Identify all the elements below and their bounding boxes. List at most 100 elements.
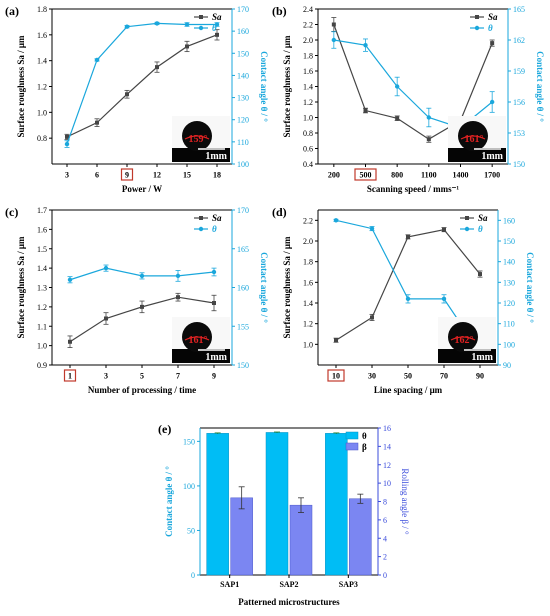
contact-angle-value: 161° — [465, 134, 484, 145]
data-point — [125, 92, 129, 97]
y2-tick-label: 2 — [383, 553, 387, 562]
x-tick-label: 1 — [68, 372, 72, 381]
data-point — [426, 115, 432, 120]
legend-label-beta: β — [362, 442, 367, 452]
panel-label: (e) — [158, 422, 171, 436]
legend-label-theta: θ — [362, 431, 367, 441]
bar-rolling-angle — [230, 497, 253, 576]
y-tick-label: 1.4 — [303, 83, 313, 92]
y-tick-label: 1.6 — [303, 278, 313, 287]
x-tick-label: 15 — [183, 171, 191, 180]
legend-swatch-beta — [345, 442, 359, 451]
contact-angle-arc — [450, 336, 476, 341]
contact-angle-value: 159° — [189, 134, 208, 145]
panel-label: (b) — [272, 4, 287, 18]
legend-label-theta: θ — [488, 23, 493, 33]
x-tick-label: 30 — [368, 372, 376, 381]
x-axis-label: Line spacing / μm — [374, 385, 443, 395]
data-point — [331, 37, 337, 43]
data-point — [104, 316, 108, 321]
x-tick-label: 6 — [95, 171, 99, 180]
bar-group: SAP3 — [325, 432, 372, 589]
y-tick-label: 1.4 — [303, 299, 313, 308]
y-tick-label: 1.7 — [37, 206, 47, 215]
inset-substrate — [448, 148, 506, 162]
y2-tick-label: 100 — [237, 160, 249, 169]
y2-axis-label: Contact angle θ / ° — [535, 51, 545, 122]
data-point — [139, 273, 145, 279]
x-tick-label: 12 — [153, 171, 161, 180]
data-point — [175, 273, 181, 279]
x-tick-label: 7 — [176, 372, 180, 381]
y-tick-label: 1.0 — [303, 340, 313, 349]
data-point — [215, 32, 219, 37]
x-axis-label: Patterned microstructures — [238, 597, 340, 607]
y-tick-label: 0 — [191, 571, 195, 580]
data-point — [489, 99, 495, 105]
y-tick-label: 1.2 — [303, 320, 313, 329]
panel-label: (c) — [5, 205, 18, 219]
y-tick-label: 2.0 — [303, 36, 313, 45]
data-point — [68, 339, 72, 344]
inset-substrate — [172, 349, 230, 363]
x-tick-highlight-box — [120, 168, 134, 181]
y-tick-label: 2.4 — [303, 5, 313, 14]
panel-label: (a) — [5, 4, 19, 18]
data-point — [426, 137, 431, 142]
x-axis-label: Power / W — [122, 184, 162, 194]
x-tick-highlight-box — [63, 369, 77, 382]
y-tick-label: 2.2 — [303, 21, 313, 30]
y-tick-label: 1.1 — [37, 322, 47, 331]
y2-tick-label: 150 — [237, 361, 249, 370]
legend-marker-theta — [474, 25, 480, 31]
y2-tick-label: 10 — [383, 479, 391, 488]
y-tick-label: 150 — [183, 437, 195, 446]
y2-tick-label: 110 — [503, 320, 515, 329]
data-point — [490, 41, 495, 46]
y2-tick-label: 165 — [237, 245, 249, 254]
legend-marker-sa — [475, 15, 479, 19]
y-axis-label: Surface roughness Sa / μm — [282, 236, 292, 338]
series-sa — [67, 292, 217, 348]
series-sa — [64, 29, 220, 140]
bar-contact-angle — [325, 433, 348, 576]
scale-bar-label: 1mm — [481, 151, 503, 162]
series-line — [333, 24, 493, 140]
y2-axis-label: Contact angle θ / ° — [259, 252, 269, 323]
data-point — [212, 301, 216, 305]
x-tick-label: SAP1 — [220, 580, 239, 589]
x-tick-label: 70 — [440, 372, 448, 381]
y2-tick-label: 155 — [237, 322, 249, 331]
y-axis-label: Contact angle θ / ° — [164, 466, 174, 537]
x-tick-label: 3 — [104, 372, 108, 381]
scale-bar-label: 1mm — [205, 151, 227, 162]
data-point — [394, 84, 400, 89]
legend-label-sa: Sa — [478, 213, 488, 223]
y2-tick-label: 120 — [237, 116, 249, 125]
legend-marker-sa — [199, 15, 203, 19]
panel-b: (b) 200 500 800 1100 1400 1700 0.4 0.6 0.8 1.0 1.2 1… — [272, 4, 545, 194]
legend: Saθ — [194, 12, 222, 33]
series-line — [333, 39, 493, 129]
x-axis-label: Scanning speed / mms⁻¹ — [367, 184, 460, 194]
droplet-inset: 162° 1mm — [438, 317, 496, 363]
data-point — [331, 22, 336, 27]
data-point — [363, 42, 368, 48]
panel-c: (c) 1 3 5 7 9 0.9 1.0 1.1 1.2 1.3 1.4 1.5 1.6 1.7 150 15… — [5, 205, 269, 395]
y2-tick-label: 90 — [503, 361, 511, 370]
contact-angle-arc — [184, 135, 210, 140]
legend-marker-theta — [198, 25, 204, 31]
bar-contact-angle — [265, 432, 289, 576]
data-point — [103, 265, 109, 271]
x-tick-label: 9 — [212, 372, 216, 381]
y-tick-label: 2.2 — [303, 216, 313, 225]
data-point — [211, 269, 217, 275]
panel-e: (e) 0 50 100 150 0 2 4 6 8 10 12 14 16 SAP1 SAP2 SAP3 Pat… — [158, 422, 410, 607]
data-point — [395, 116, 400, 121]
data-point — [176, 295, 180, 300]
scale-bar-label: 1mm — [471, 352, 493, 363]
y-tick-label: 1.4 — [37, 57, 47, 66]
y2-tick-label: 140 — [237, 71, 249, 80]
y-tick-label: 100 — [183, 482, 195, 491]
panel-d: (d) 10 30 50 70 90 1.0 1.2 1.4 1.6 1.8 2.0 2.2 90 100 1… — [272, 205, 535, 395]
